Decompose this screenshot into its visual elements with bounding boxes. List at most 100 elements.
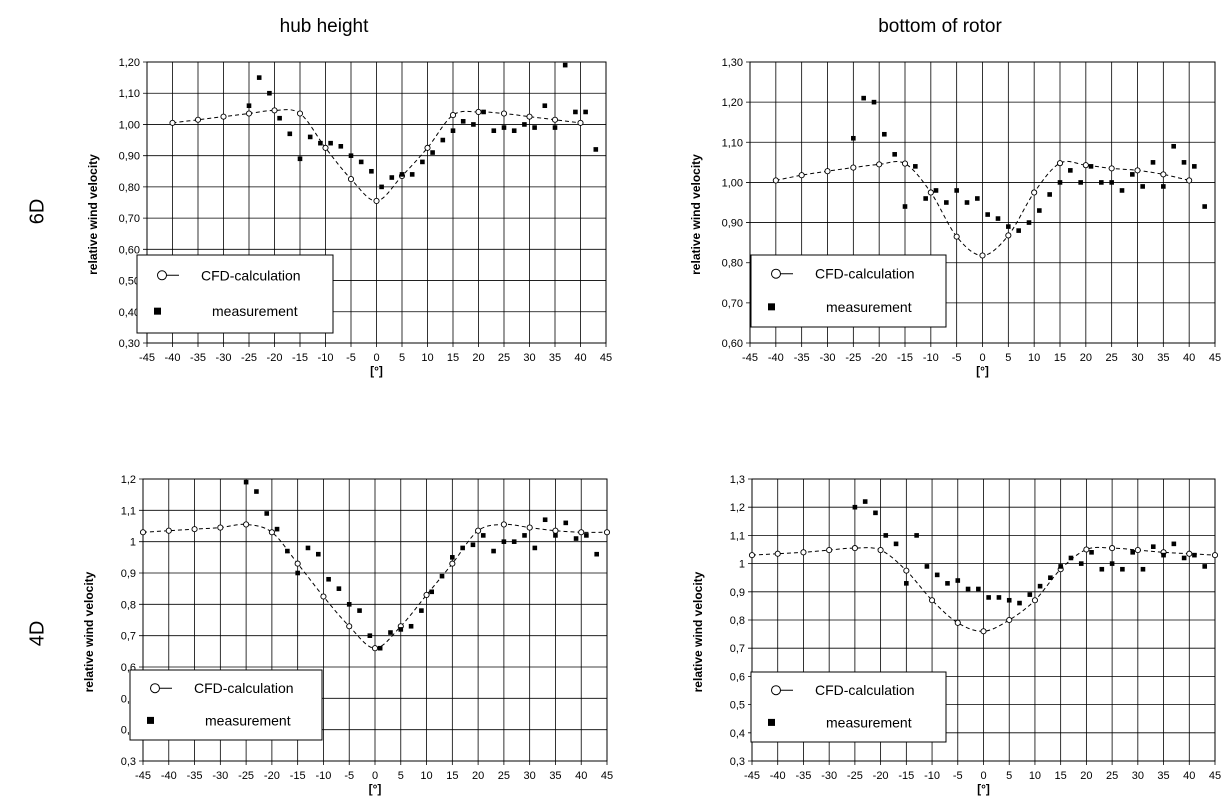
measurement-point (1130, 172, 1135, 177)
x-axis-label: [°] (369, 782, 382, 796)
measurement-point (542, 517, 548, 523)
measurement-point (583, 109, 588, 115)
measurement-point (1202, 564, 1208, 569)
y-tick-label: 0,70 (722, 298, 743, 310)
cfd-point (1006, 616, 1013, 624)
cfd-point (217, 524, 224, 531)
measurement-point (264, 511, 270, 516)
y-tick-label: 1,20 (119, 57, 140, 69)
series-measurement (852, 499, 1208, 606)
x-tick-label: -25 (845, 352, 861, 364)
measurement-point (965, 586, 971, 592)
measurement-point (389, 175, 395, 180)
measurement-point (267, 90, 272, 96)
cfd-point (577, 119, 584, 126)
measurement-point (892, 152, 897, 157)
cfd-point (371, 645, 379, 652)
measurement-point (358, 159, 364, 165)
x-tick-label: 5 (399, 352, 405, 364)
x-tick-label: -20 (871, 352, 887, 364)
legend-box (136, 254, 334, 334)
legend-label-measurement: measurement (826, 299, 912, 315)
measurement-point (246, 103, 252, 109)
x-tick-label: 35 (1157, 770, 1169, 782)
measurement-point (501, 125, 507, 130)
cfd-point (475, 527, 482, 534)
legend: CFD-calculation measurement (750, 671, 947, 743)
legend-label-measurement: measurement (212, 303, 298, 319)
measurement-point (326, 576, 331, 582)
x-tick-label: -20 (873, 770, 889, 782)
cfd-point (346, 623, 353, 630)
cfd-point (877, 547, 884, 554)
measurement-point (369, 168, 374, 174)
x-tick-label: -30 (212, 770, 228, 782)
cfd-point (245, 110, 253, 117)
y-tick-label: 1 (130, 537, 136, 549)
legend-square-swatch (768, 718, 775, 726)
measurement-point (995, 216, 1001, 221)
measurement-point (1017, 600, 1022, 606)
series-measurement (246, 62, 599, 190)
measurement-point (1026, 220, 1032, 225)
legend-label-measurement: measurement (205, 712, 291, 728)
measurement-point (553, 533, 558, 538)
y-axis-label: relative wind velocity (689, 154, 703, 275)
cfd-point (475, 108, 482, 116)
y-tick-label: 0,5 (730, 700, 745, 712)
y-tick-label: 0,90 (119, 151, 140, 163)
measurement-point (297, 156, 303, 162)
x-tick-label: 20 (472, 770, 484, 782)
x-tick-label: -45 (139, 352, 155, 364)
measurement-point (439, 573, 445, 579)
cfd-point (1082, 162, 1089, 169)
y-tick-label: 1,10 (722, 137, 743, 149)
measurement-point (1150, 544, 1156, 549)
x-tick-label: 20 (1080, 770, 1092, 782)
measurement-point (975, 196, 980, 201)
measurement-point (318, 140, 323, 146)
series-measurement (851, 95, 1207, 233)
cfd-point (578, 529, 585, 536)
x-tick-label: -15 (897, 352, 913, 364)
measurement-point (379, 184, 384, 190)
measurement-point (1037, 583, 1043, 589)
measurement-point (1006, 224, 1011, 229)
measurement-point (851, 135, 856, 141)
cfd-point (1031, 189, 1038, 196)
measurement-point (552, 125, 558, 130)
x-tick-label: 10 (1029, 770, 1041, 782)
x-tick-label: 40 (574, 352, 586, 364)
x-tick-label: 30 (1131, 352, 1143, 364)
measurement-point (1057, 180, 1063, 185)
x-tick-label: -5 (344, 770, 354, 782)
cfd-point (500, 521, 507, 528)
x-tick-label: 0 (372, 770, 378, 782)
measurement-point (256, 75, 262, 80)
measurement-point (243, 479, 249, 485)
x-tick-label: -45 (742, 352, 758, 364)
x-tick-label: -45 (744, 770, 760, 782)
legend-label-cfd: CFD-calculation (815, 266, 915, 282)
cfd-point (1160, 171, 1167, 178)
measurement-point (1006, 597, 1012, 603)
measurement-point (883, 533, 889, 538)
measurement-point (522, 122, 527, 127)
y-tick-label: 1,1 (730, 530, 745, 542)
measurement-point (1130, 550, 1135, 555)
measurement-point (954, 188, 959, 193)
measurement-point (1161, 184, 1166, 189)
measurement-point (1161, 552, 1166, 558)
measurement-point (1140, 184, 1145, 189)
measurement-point (399, 172, 405, 177)
measurement-point (1109, 561, 1115, 566)
measurement-point (1088, 164, 1094, 169)
cfd-point (139, 529, 147, 536)
legend: CFD-calculation measurement (750, 254, 947, 328)
x-tick-label: 45 (601, 770, 613, 782)
measurement-point (914, 533, 919, 538)
x-tick-label: -25 (238, 770, 254, 782)
chart-panel-3: -45 -40 -35 -30 -25 -20 -15 -10 -5 0 5 10 15 20 25 30 35… (82, 474, 613, 796)
measurement-point (1027, 592, 1033, 597)
x-tick-label: -20 (264, 770, 280, 782)
